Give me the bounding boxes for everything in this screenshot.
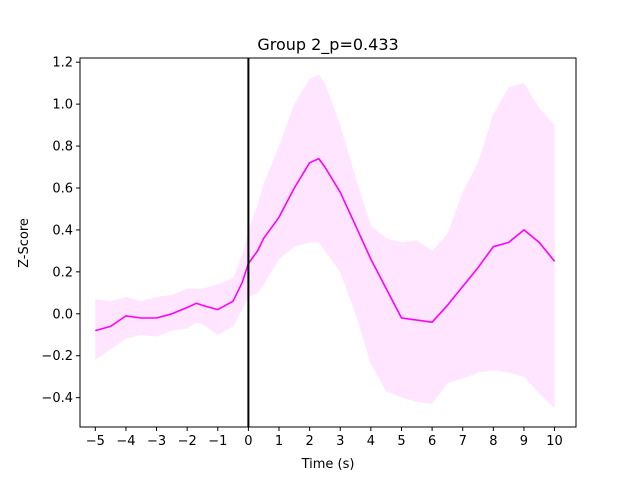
x-tick-label: 8 <box>489 434 497 449</box>
x-tick-label: 4 <box>367 434 375 449</box>
x-tick-label: 2 <box>305 434 313 449</box>
y-tick-label: −0.4 <box>41 391 73 406</box>
y-tick-label: −0.2 <box>41 349 73 364</box>
y-tick-label: 0.2 <box>52 265 73 280</box>
x-tick-label: −1 <box>208 434 227 449</box>
x-tick-label: 6 <box>428 434 436 449</box>
x-tick-label: 3 <box>336 434 344 449</box>
mean-line <box>95 157 556 332</box>
confidence-band <box>95 74 555 409</box>
y-tick-label: 0.4 <box>52 223 73 238</box>
x-axis-label: Time (s) <box>301 457 355 472</box>
x-tick-label: 1 <box>275 434 283 449</box>
chart-title: Group 2_p=0.433 <box>257 35 398 55</box>
x-tick-label: 5 <box>397 434 405 449</box>
x-tick-label: 0 <box>244 434 252 449</box>
y-tick-label: 1.0 <box>52 98 73 113</box>
plot-area <box>95 58 556 427</box>
y-tick-label: 1.2 <box>52 56 73 71</box>
y-tick-label: 0.0 <box>52 307 73 322</box>
x-tick-label: −3 <box>147 434 166 449</box>
y-axis-label: Z-Score <box>17 218 32 268</box>
x-tick-label: −2 <box>178 434 197 449</box>
x-tick-label: −4 <box>116 434 135 449</box>
x-axis-ticks: −5 −4 −3 −2 −1 0 1 2 3 4 5 6 7 8 9 10 <box>86 427 563 449</box>
x-tick-label: −5 <box>86 434 105 449</box>
x-tick-label: 7 <box>459 434 467 449</box>
y-axis-ticks: −0.4 −0.2 0.0 0.2 0.4 0.6 0.8 1.0 1.2 <box>41 56 80 406</box>
x-tick-label: 9 <box>520 434 528 449</box>
y-tick-label: 0.6 <box>52 181 73 196</box>
y-tick-label: 0.8 <box>52 140 73 155</box>
axes-frame <box>79 57 577 428</box>
x-tick-label: 10 <box>546 434 563 449</box>
